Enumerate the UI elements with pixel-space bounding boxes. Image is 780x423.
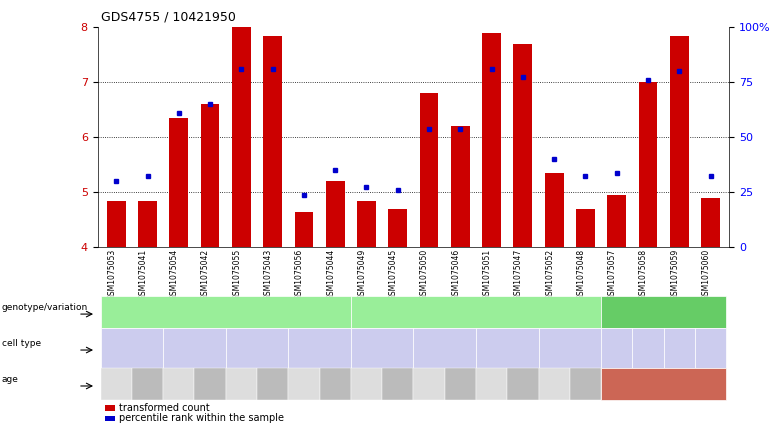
Bar	[107, 201, 126, 247]
Bar	[264, 36, 282, 247]
Text: 2 mont
hs old: 2 mont hs old	[420, 379, 438, 389]
Bar	[482, 33, 501, 247]
Text: Xist heterozgous (2lox/-) mutant: Xist heterozgous (2lox/-) mutant	[147, 307, 305, 317]
Bar	[326, 181, 345, 247]
Text: Ter119+
erythroid
cells: Ter119+ erythroid cells	[695, 338, 725, 358]
Bar	[639, 82, 658, 247]
Text: 6 mont
hs old: 6 mont hs old	[326, 379, 345, 389]
Text: GSM1075060: GSM1075060	[701, 248, 711, 299]
Text: 2 mont
hs old: 2 mont hs old	[357, 379, 376, 389]
Bar	[576, 209, 595, 247]
Text: GDS4755 / 10421950: GDS4755 / 10421950	[101, 10, 236, 23]
Text: 2 mont
hs old: 2 mont hs old	[482, 379, 501, 389]
Text: Ter119+
erythroid cells: Ter119+ erythroid cells	[546, 341, 594, 354]
Bar	[701, 198, 720, 247]
Text: 6 mont
hs old: 6 mont hs old	[138, 379, 157, 389]
Text: GSM1075057: GSM1075057	[608, 248, 617, 299]
Text: GSM1075052: GSM1075052	[545, 248, 554, 299]
Text: 2 mont
hs old: 2 mont hs old	[295, 379, 314, 389]
Text: GSM1075049: GSM1075049	[357, 248, 367, 299]
Text: 6 mont
hs old: 6 mont hs old	[263, 379, 282, 389]
Text: GSM1075043: GSM1075043	[264, 248, 273, 299]
Text: 6 mont
hs old: 6 mont hs old	[451, 379, 470, 389]
Bar	[357, 201, 376, 247]
Text: GSM1075042: GSM1075042	[201, 248, 210, 299]
Text: LKS+CD34-
hematopoietic
stem cells: LKS+CD34- hematopoietic stem cells	[233, 338, 281, 358]
Bar	[169, 118, 188, 247]
Text: GSM1075058: GSM1075058	[639, 248, 648, 299]
Text: 2 mont
hs old: 2 mont hs old	[169, 379, 188, 389]
Bar	[451, 126, 470, 247]
Text: B220+
B-lymphocytes: B220+ B-lymphocytes	[357, 341, 407, 354]
Text: 6 mont
hs old: 6 mont hs old	[388, 379, 407, 389]
Bar	[295, 212, 314, 247]
Text: GSM1075046: GSM1075046	[452, 248, 460, 299]
Text: GSM1075056: GSM1075056	[295, 248, 304, 299]
Bar	[670, 36, 689, 247]
Text: GSM1075055: GSM1075055	[232, 248, 241, 299]
Bar	[232, 27, 250, 247]
Text: B220+
B-lymphocytes: B220+ B-lymphocytes	[107, 341, 157, 354]
Text: GSM1075050: GSM1075050	[420, 248, 429, 299]
Text: GSM1075044: GSM1075044	[326, 248, 335, 299]
Text: genotype/variation: genotype/variation	[2, 303, 88, 312]
Text: CD11b+
myeloid cells: CD11b+ myeloid cells	[172, 341, 216, 354]
Text: 6 mont
hs old: 6 mont hs old	[576, 379, 595, 389]
Text: 6 mont
hs old: 6 mont hs old	[200, 379, 219, 389]
Text: LKS+CD34-
hematopoietic
stem cells: LKS+CD34- hematopoietic stem cells	[483, 338, 531, 358]
Bar	[513, 44, 532, 247]
Text: 2 mont
hs old: 2 mont hs old	[232, 379, 251, 389]
Text: B220+
B-lymp
hocytes: B220+ B-lymp hocytes	[604, 338, 629, 358]
Bar	[420, 93, 438, 247]
Bar	[608, 195, 626, 247]
Text: cell type: cell type	[2, 339, 41, 348]
Bar	[544, 173, 563, 247]
Text: GSM1075041: GSM1075041	[139, 248, 147, 299]
Text: Xist homozygous (-/-)
mutant: Xist homozygous (-/-) mutant	[612, 301, 716, 323]
Text: 2 mont
hs old: 2 mont hs old	[107, 379, 126, 389]
Text: LKS+C
D34-
hemat
opoeticd
cells: LKS+C D34- hemat opoeticd cells	[665, 331, 693, 365]
Text: GSM1075059: GSM1075059	[670, 248, 679, 299]
Text: GSM1075048: GSM1075048	[576, 248, 586, 299]
Text: GSM1075047: GSM1075047	[514, 248, 523, 299]
Text: GSM1075053: GSM1075053	[108, 248, 116, 299]
Text: GSM1075051: GSM1075051	[483, 248, 491, 299]
Text: CD11b+
myeloid cells: CD11b+ myeloid cells	[423, 341, 466, 354]
Text: Xist wild-type (2lox/+): Xist wild-type (2lox/+)	[421, 307, 530, 317]
Text: 6 mont
hs old: 6 mont hs old	[513, 379, 532, 389]
Text: age: age	[2, 375, 19, 384]
Text: percentile rank within the sample: percentile rank within the sample	[119, 413, 285, 423]
Text: transformed count: transformed count	[119, 403, 210, 413]
Text: 12 months old: 12 months old	[625, 379, 703, 389]
Text: CD11b+
myeloid
cells: CD11b+ myeloid cells	[634, 338, 661, 358]
Text: Ter119+
erythroid cells: Ter119+ erythroid cells	[296, 341, 343, 354]
Text: GSM1075054: GSM1075054	[170, 248, 179, 299]
Bar	[388, 209, 407, 247]
Bar	[200, 104, 219, 247]
Bar	[138, 201, 157, 247]
Text: 2 mont
hs old: 2 mont hs old	[544, 379, 564, 389]
Text: GSM1075045: GSM1075045	[388, 248, 398, 299]
